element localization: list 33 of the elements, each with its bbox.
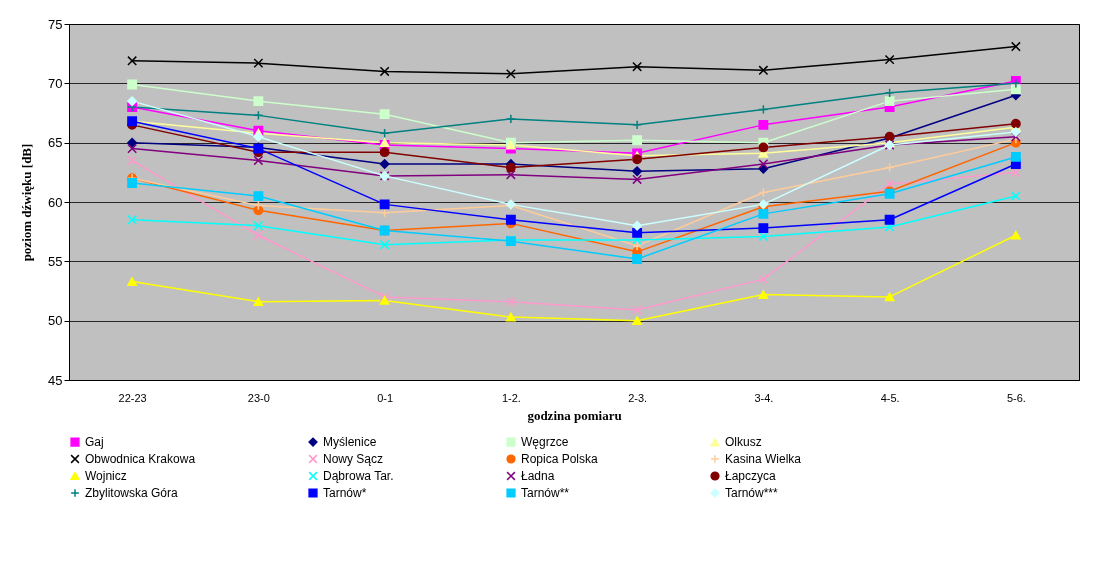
legend-label: Zbylitowska Góra [85, 486, 179, 500]
legend-label: Dąbrowa Tar. [323, 469, 394, 483]
y-tick-label: 45 [48, 372, 63, 388]
legend-label: Wojnicz [85, 469, 127, 483]
x-tick-label: 5-6. [1006, 391, 1026, 404]
legend-label: Tarnów** [521, 486, 570, 500]
legend-label: Myślenice [323, 435, 377, 450]
y-axis-title: poziom dźwięku [dB] [19, 143, 35, 262]
legend-label: Ropica Polska [521, 452, 599, 466]
x-tick-label: 0-1 [377, 391, 394, 404]
y-tick-label: 75 [48, 16, 63, 32]
y-tick-label: 70 [48, 75, 63, 91]
legend-label: Węgrzce [521, 435, 569, 450]
legend-label: Łapczyca [725, 469, 777, 483]
legend-label: Kasina Wielka [725, 452, 802, 466]
x-tick-label: 23-0 [247, 391, 270, 404]
y-tick-label: 55 [48, 253, 63, 269]
legend-label: Ładna [521, 469, 555, 483]
x-tick-label: 4-5. [880, 391, 900, 404]
x-tick-label: 2-3. [628, 391, 648, 404]
legend-label: Obwodnica Krakowa [85, 452, 196, 466]
y-tick-label: 50 [48, 313, 63, 329]
legend-label: Gaj [85, 435, 104, 450]
legend-label: Olkusz [725, 435, 762, 450]
legend-label: Tarnów*** [725, 486, 779, 500]
x-tick-label: 22-23 [118, 391, 147, 404]
y-tick-label: 60 [48, 194, 63, 210]
legend-label: Nowy Sącz [323, 452, 384, 466]
legend-label: Tarnów* [323, 486, 367, 500]
y-tick-label: 65 [48, 135, 63, 151]
x-tick-label: 3-4. [754, 391, 774, 404]
x-axis-title: godzina pomiaru [527, 407, 622, 423]
x-tick-label: 1-2. [501, 391, 521, 404]
